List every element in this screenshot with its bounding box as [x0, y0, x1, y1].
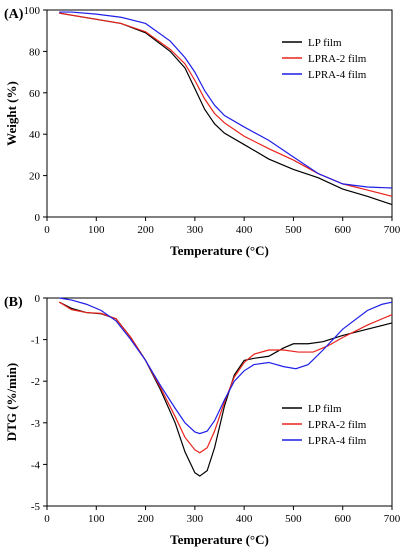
x-tick-label: 200 [137, 513, 154, 525]
legend-label: LP film [308, 37, 342, 49]
panel-label: (B) [4, 295, 23, 310]
x-tick-label: 0 [44, 224, 50, 236]
x-axis-title: Temperature (°C) [170, 243, 269, 258]
x-axis-title: Temperature (°C) [170, 532, 269, 547]
series-line-2 [59, 12, 393, 197]
y-tick-label: 40 [29, 129, 41, 141]
x-tick-label: 100 [88, 224, 105, 236]
x-tick-label: 600 [334, 224, 351, 236]
panel-label: (A) [4, 7, 24, 22]
y-axis-title: DTG (%/min) [4, 363, 19, 441]
series-line-2 [59, 301, 393, 454]
x-tick-label: 0 [44, 513, 50, 525]
x-tick-label: 300 [187, 224, 204, 236]
x-tick-label: 700 [384, 224, 401, 236]
y-axis-title: Weight (%) [4, 81, 19, 146]
y-tick-label: 0 [35, 212, 41, 224]
y-tick-label: -3 [31, 418, 41, 430]
x-tick-label: 500 [285, 513, 302, 525]
legend-label: LPRA-2 film [308, 419, 367, 431]
y-tick-label: 60 [29, 88, 41, 100]
series-line-1 [59, 301, 393, 477]
y-tick-label: -2 [31, 376, 40, 388]
plot-frame [46, 297, 393, 507]
legend-label: LPRA-4 film [308, 435, 367, 447]
x-tick-label: 700 [384, 513, 401, 525]
x-tick-label: 400 [236, 513, 253, 525]
weight-chart: (A) 0 100 200 300 400 500 600 700 0 20 40 60 80 100 Tem… [4, 5, 401, 258]
plot-frame [46, 9, 393, 218]
y-tick-label: 100 [24, 5, 41, 17]
legend-label: LPRA-2 film [308, 53, 367, 65]
dtg-chart: (B) 0 100 200 300 400 500 600 700 -5 -4 -3 -2 -1 0 Temp… [4, 293, 401, 547]
x-tick-label: 100 [88, 513, 105, 525]
y-tick-label: -4 [31, 459, 41, 471]
y-tick-label: 0 [35, 293, 41, 305]
legend-label: LP film [308, 403, 342, 415]
y-tick-label: 20 [29, 171, 41, 183]
x-tick-label: 300 [187, 513, 204, 525]
series-line-3 [59, 11, 393, 189]
series-line-3 [59, 297, 393, 435]
legend-label: LPRA-4 film [308, 69, 367, 81]
y-tick-label: -1 [31, 335, 40, 347]
y-tick-label: -5 [31, 501, 41, 513]
y-tick-label: 80 [29, 46, 41, 58]
x-tick-label: 400 [236, 224, 253, 236]
x-tick-label: 500 [285, 224, 302, 236]
x-tick-label: 600 [334, 513, 351, 525]
series-line-1 [59, 12, 393, 206]
x-tick-label: 200 [137, 224, 154, 236]
